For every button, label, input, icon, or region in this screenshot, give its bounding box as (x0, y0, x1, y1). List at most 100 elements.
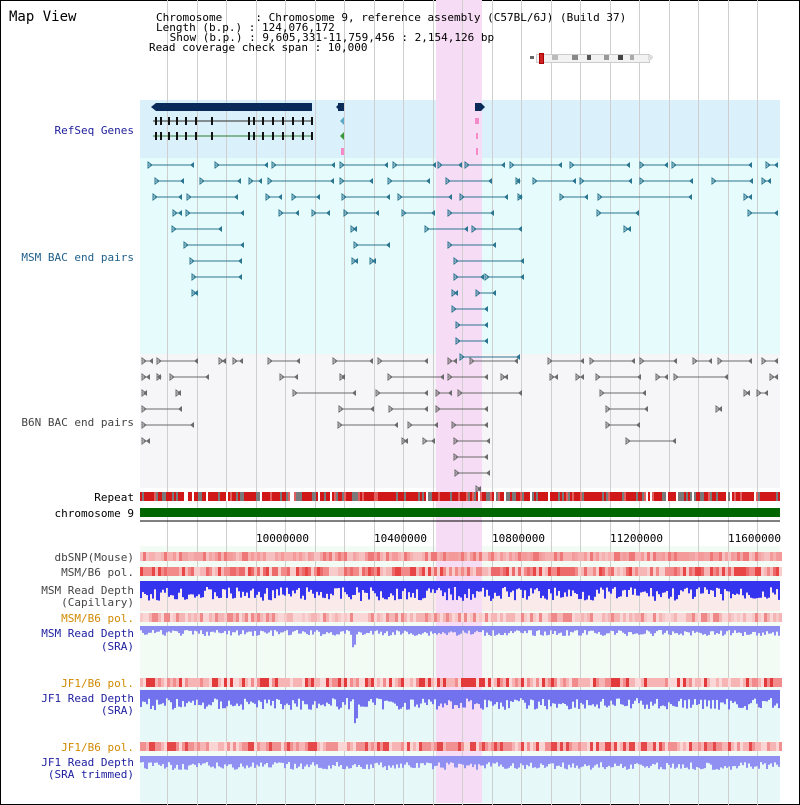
heat-cell (566, 678, 569, 687)
repeat-segment (548, 492, 550, 501)
depth-bar (354, 581, 356, 595)
heat-cell (734, 552, 737, 561)
b6n-bac-label[interactable]: B6N BAC end pairs (21, 416, 134, 429)
depth-bar (702, 756, 704, 769)
depth-bar (152, 626, 154, 631)
heat-cell (269, 678, 272, 687)
repeat-segment (328, 492, 330, 501)
depth-bar (212, 626, 214, 632)
depth-bar (630, 690, 632, 709)
b6n-bac-pair-start (141, 373, 147, 381)
depth-bar (618, 690, 620, 699)
msm-bac-label[interactable]: MSM BAC end pairs (21, 251, 134, 264)
heat-cell (644, 613, 647, 622)
selected-region-highlight[interactable] (436, 0, 482, 803)
depth-bar (290, 756, 292, 769)
heat-cell (572, 613, 575, 622)
b6n-bac-pair-start (595, 373, 601, 381)
depth-bar (746, 756, 748, 768)
heat-cell (689, 742, 692, 751)
b6n-bac-pair-start (141, 437, 147, 445)
heat-cell (209, 613, 212, 622)
gene-exon (311, 132, 313, 140)
depth-bar (268, 690, 270, 700)
b6n-bac-pair-end (486, 470, 490, 476)
heat-cell (440, 613, 443, 622)
b6n-bac-pair-start (447, 373, 453, 381)
heat-cell (242, 552, 245, 561)
heat-cell (449, 678, 452, 687)
depth-bar (250, 581, 252, 591)
heat-cell (467, 678, 470, 687)
repeat-segment (574, 492, 576, 501)
depth-bar (348, 690, 350, 710)
depth-bar (758, 581, 760, 598)
heat-cell (167, 742, 170, 751)
heat-cell (347, 678, 350, 687)
msm-bac-pair-end (194, 290, 198, 296)
heat-cell (461, 613, 464, 622)
heat-cell (449, 613, 452, 622)
heat-cell (581, 567, 584, 576)
depth-bar (246, 581, 248, 593)
depth-bar (584, 626, 586, 631)
b6n-bac-pair-end (404, 438, 408, 444)
depth-bar (664, 690, 666, 707)
msm-bac-pair-start (291, 193, 297, 201)
depth-bar (532, 581, 534, 594)
depth-bar (564, 690, 566, 704)
depth-bar (250, 626, 252, 632)
heat-cell (149, 678, 152, 687)
msm-bac-pair-end (330, 178, 334, 184)
repeat-segment (700, 492, 702, 501)
depth-bar (336, 626, 338, 635)
depth-bar (738, 581, 740, 595)
heat-cell (548, 613, 551, 622)
depth-bar (730, 626, 732, 636)
depth-bar (578, 690, 580, 709)
heat-cell (731, 742, 734, 751)
depth-bar (734, 626, 736, 631)
heat-cell (602, 613, 605, 622)
msm-bac-pair-end (688, 194, 692, 200)
depth-bar (210, 581, 212, 590)
depth-bar (596, 581, 598, 590)
depth-bar (662, 581, 664, 593)
depth-bar (666, 626, 668, 631)
heat-cell (557, 567, 560, 576)
depth-bar (492, 690, 494, 706)
depth-bar (594, 690, 596, 707)
b6n-bac-pair-end (774, 358, 778, 364)
depth-bar (730, 756, 732, 770)
heat-cell (344, 742, 347, 751)
heat-cell (455, 678, 458, 687)
heat-cell (194, 678, 197, 687)
repeat-segment (234, 492, 236, 501)
depth-bar (168, 581, 170, 597)
b6n-bac-pair-start (339, 373, 345, 381)
b6n-bac-pair-end (149, 358, 153, 364)
depth-bar (616, 756, 618, 766)
depth-bar (560, 690, 562, 705)
depth-bar (424, 756, 426, 766)
heat-cell (518, 613, 521, 622)
chromosome-ideogram[interactable] (530, 53, 654, 64)
repeat-segment (666, 492, 668, 501)
dbsnp-label: dbSNP(Mouse) (54, 551, 134, 564)
heat-cell (308, 552, 311, 561)
gene-exon (211, 117, 213, 125)
b6n-bac-pair-end (764, 390, 768, 396)
heat-cell (692, 567, 695, 576)
heat-cell (494, 567, 497, 576)
repeat-segment (294, 492, 296, 501)
depth-bar (572, 626, 574, 633)
heat-cell (185, 613, 188, 622)
repeat-segment (740, 492, 742, 501)
depth-bar (526, 756, 528, 765)
jf1-depth-sra-label: JF1 Read Depth (41, 692, 134, 705)
heat-cell (491, 552, 494, 561)
repeat-segment (528, 492, 530, 501)
b6n-bac-pair-start (175, 389, 181, 397)
refseq-genes-label[interactable]: RefSeq Genes (54, 124, 134, 137)
heat-cell (650, 678, 653, 687)
